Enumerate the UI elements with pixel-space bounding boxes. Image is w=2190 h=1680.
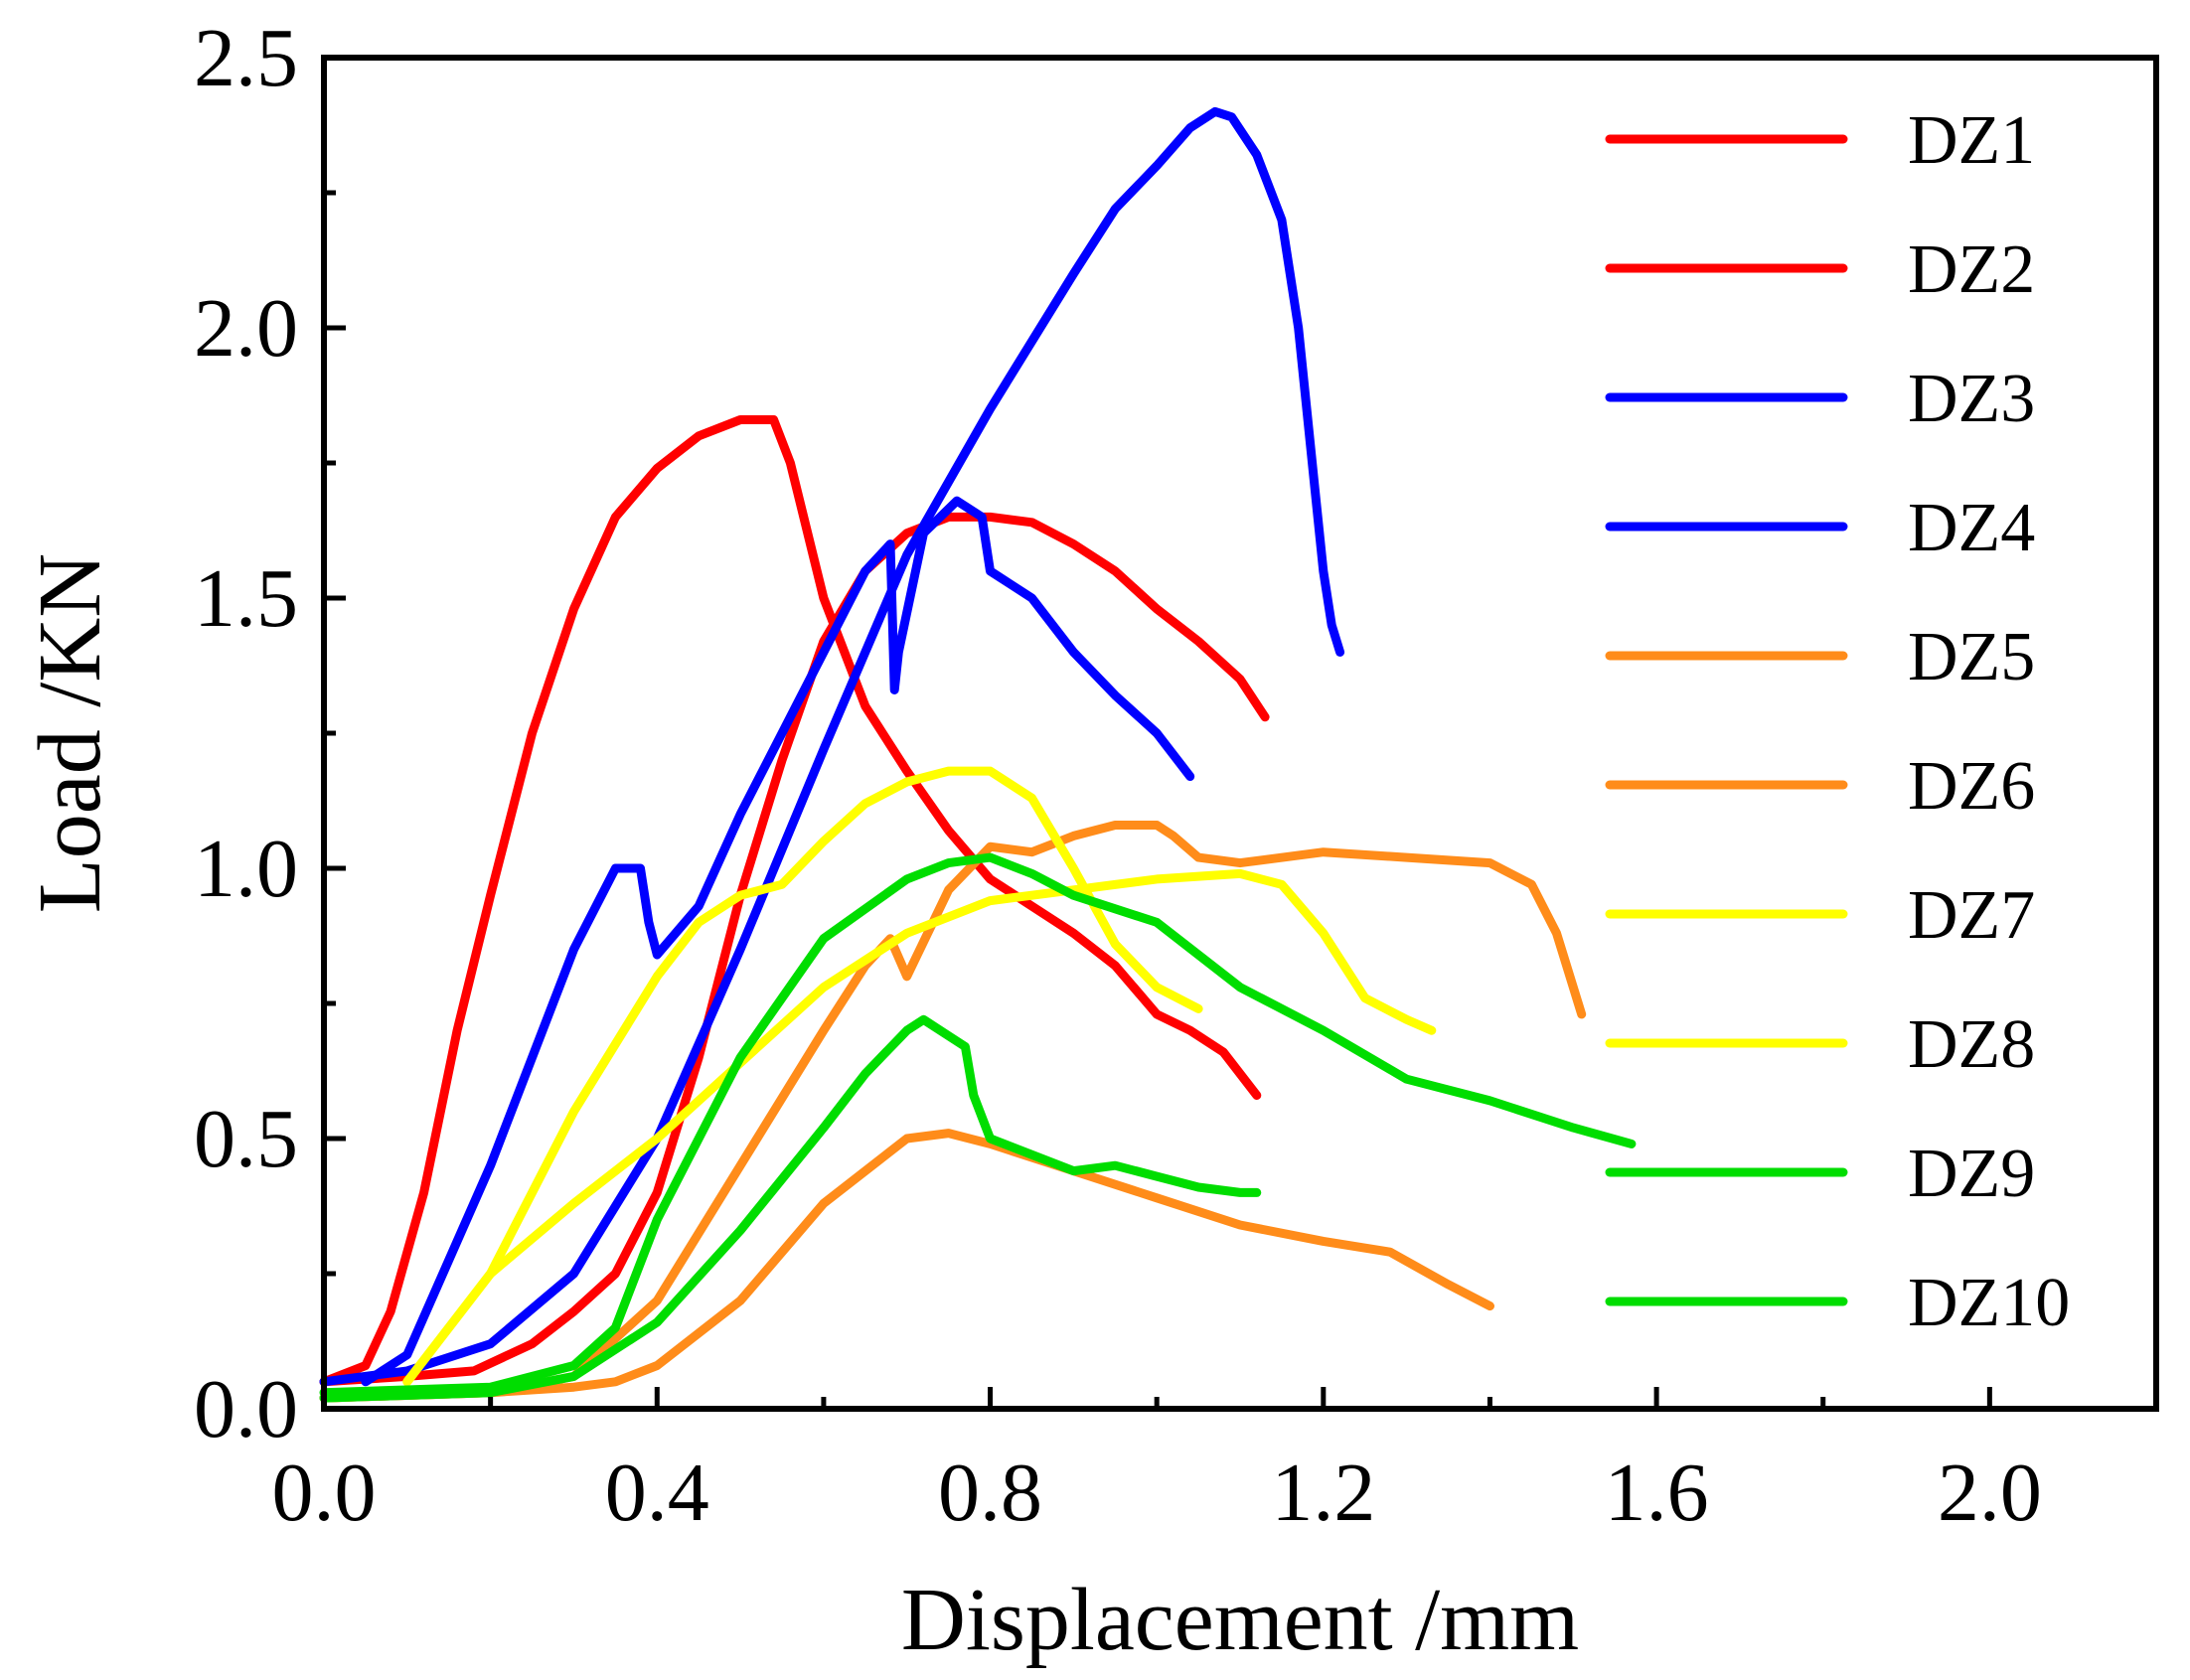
series-line-dz3	[319, 106, 1345, 1387]
legend-label-dz3: DZ3	[1908, 361, 2035, 437]
series-layer	[319, 106, 1637, 1403]
legend-label-dz4: DZ4	[1908, 490, 2035, 566]
legend-label-dz6: DZ6	[1908, 748, 2035, 825]
x-axis-title: Displacement /mm	[901, 1571, 1579, 1669]
legend: DZ1 DZ2 DZ3 DZ4 DZ5 DZ6 DZ7 DZ8 DZ9 DZ10	[1605, 102, 2070, 1341]
y-tick-label: 0.5	[194, 1093, 298, 1185]
y-tick-label: 0.0	[194, 1363, 298, 1455]
legend-label-dz5: DZ5	[1908, 619, 2035, 695]
legend-label-dz2: DZ2	[1908, 231, 2035, 308]
series-line-dz9	[319, 852, 1637, 1398]
legend-label-dz8: DZ8	[1908, 1006, 2035, 1083]
series-line-dz6	[319, 821, 1587, 1403]
series-line-dz1	[319, 415, 1262, 1387]
label-layer: 0.0 0.4 0.8 1.2 1.6 2.0 0.0 0.5 1.0 1.5 2.0 2.5	[194, 12, 2042, 1539]
y-tick-label: 2.5	[194, 12, 298, 104]
series-line-dz7	[402, 766, 1203, 1387]
x-tick-label: 0.8	[938, 1447, 1042, 1539]
x-tick-label: 0.0	[272, 1447, 377, 1539]
x-tick-label: 1.2	[1271, 1447, 1375, 1539]
x-tick-label: 2.0	[1938, 1447, 2042, 1539]
x-tick-label: 0.4	[605, 1447, 709, 1539]
series-line-dz8	[402, 868, 1437, 1387]
legend-label-dz7: DZ7	[1908, 877, 2035, 954]
y-tick-label: 1.5	[194, 552, 298, 645]
legend-label-dz1: DZ1	[1908, 102, 2035, 179]
series-line-dz5	[319, 1129, 1494, 1403]
y-tick-label: 2.0	[194, 282, 298, 375]
series-line-dz10	[319, 1014, 1262, 1403]
x-tick-label: 1.6	[1605, 1447, 1709, 1539]
tick-layer	[321, 55, 1992, 1412]
legend-label-dz10: DZ10	[1908, 1265, 2070, 1341]
series-line-dz4	[361, 496, 1195, 1387]
y-axis-title: Load /KN	[21, 553, 119, 913]
y-tick-label: 1.0	[194, 823, 298, 915]
plot-frame	[321, 55, 2159, 1412]
legend-label-dz9: DZ9	[1908, 1136, 2035, 1212]
